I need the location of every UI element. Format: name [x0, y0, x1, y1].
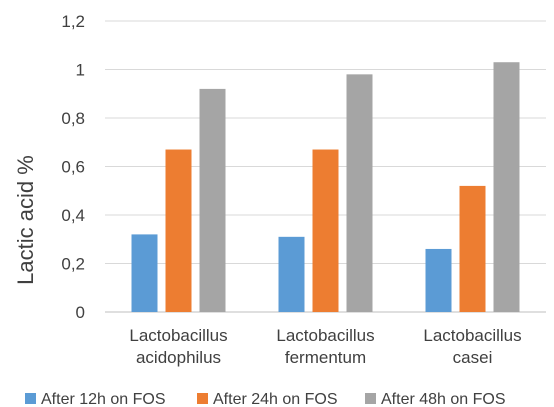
- y-tick-label: 0: [76, 303, 85, 322]
- legend-label: After 48h on FOS: [381, 391, 506, 407]
- bar: [312, 149, 339, 312]
- y-tick-label: 0,6: [61, 158, 85, 177]
- y-tick-labels: 0 0,2 0,4 0,6 0,8 1 1,2: [61, 12, 85, 322]
- bar: [199, 88, 226, 313]
- y-tick-label: 0,4: [61, 206, 85, 225]
- y-axis-title: Lactic acid %: [13, 155, 38, 285]
- x-category-label: Lactobacillus acidophilus: [129, 326, 227, 367]
- x-category-label: Lactobacillus fermentum: [276, 326, 374, 367]
- x-category-labels: Lactobacillus acidophilus Lactobacillus fer…: [129, 326, 521, 367]
- legend-swatch: [25, 393, 36, 404]
- bar: [131, 234, 158, 312]
- legend: After 12h on FOS After 24h on FOS After 48…: [25, 391, 506, 407]
- y-tick-label: 0,2: [61, 255, 85, 274]
- legend-swatch: [197, 393, 208, 404]
- legend-label: After 24h on FOS: [213, 391, 338, 407]
- bar: [278, 236, 305, 312]
- bar: [425, 248, 452, 312]
- bar: [459, 185, 486, 312]
- bar: [493, 62, 520, 312]
- legend-label: After 12h on FOS: [41, 391, 166, 407]
- x-category-label: Lactobacillus casei: [423, 326, 521, 367]
- y-tick-label: 1: [76, 61, 85, 80]
- bar: [165, 149, 192, 312]
- bars: [131, 62, 520, 313]
- y-tick-label: 0,8: [61, 109, 85, 128]
- y-tick-label: 1,2: [61, 12, 85, 31]
- bar: [346, 74, 373, 312]
- legend-swatch: [365, 393, 376, 404]
